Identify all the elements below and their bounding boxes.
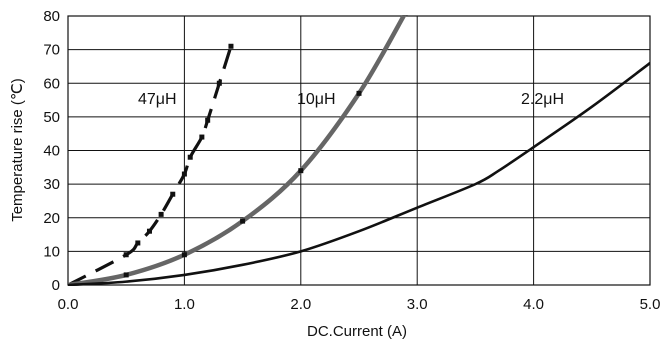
x-tick-label: 2.0 (290, 296, 311, 313)
y-tick-label: 10 (43, 243, 60, 260)
series-label-47uh: 47μH (138, 91, 177, 108)
data-point (205, 117, 211, 123)
data-point (298, 168, 304, 174)
data-point (187, 154, 193, 160)
data-point (240, 218, 246, 224)
series-1 (68, 15, 409, 286)
x-axis-label: DC.Current (A) (307, 323, 407, 340)
x-tick-label: 4.0 (523, 296, 544, 313)
series-line (68, 45, 233, 286)
data-point (199, 134, 205, 140)
plot-frame (67, 15, 651, 286)
series-line (68, 15, 407, 286)
series-layer (68, 15, 650, 286)
grid (67, 15, 651, 286)
x-tick-label: 3.0 (407, 296, 428, 313)
data-point (158, 211, 164, 217)
data-point (146, 228, 152, 234)
x-tick-label: 5.0 (640, 296, 661, 313)
y-tick-label: 50 (43, 109, 60, 126)
data-point (403, 15, 409, 16)
data-point (181, 171, 187, 177)
data-point (228, 43, 234, 49)
y-tick-label: 70 (43, 42, 60, 59)
series-0 (68, 43, 234, 286)
data-point (181, 252, 187, 258)
data-point (135, 240, 141, 246)
data-point (216, 80, 222, 86)
series-label-10uh: 10μH (297, 91, 336, 108)
y-tick-label: 30 (43, 176, 60, 193)
series-label-2-2uh: 2.2μH (521, 91, 564, 108)
series-line (68, 61, 650, 286)
x-tick-label: 0.0 (58, 296, 79, 313)
y-tick-label: 80 (43, 8, 60, 25)
x-tick-label: 1.0 (174, 296, 195, 313)
y-tick-label: 0 (52, 277, 60, 294)
y-axis-label: Temperature rise (℃) (9, 78, 26, 222)
y-tick-label: 60 (43, 75, 60, 92)
y-tick-label: 20 (43, 210, 60, 227)
data-point (356, 90, 362, 96)
data-point (123, 252, 129, 258)
data-point (123, 272, 129, 278)
y-tick-label: 40 (43, 143, 60, 160)
data-point (170, 191, 176, 197)
series-2 (68, 61, 650, 286)
tick-labels: 0 10 20 30 40 50 60 70 80 0.0 1.0 2.0 3.0 4.0 5.0 (43, 8, 660, 313)
